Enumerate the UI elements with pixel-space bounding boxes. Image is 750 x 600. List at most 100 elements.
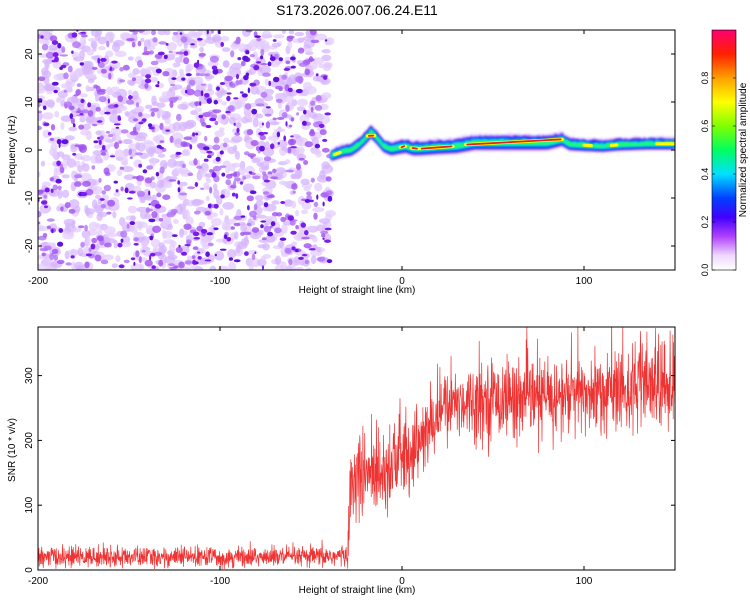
noise-spot bbox=[269, 56, 276, 62]
noise-blob bbox=[50, 35, 58, 42]
noise-blob bbox=[174, 96, 179, 100]
noise-blob bbox=[169, 135, 174, 143]
noise-blob bbox=[300, 178, 310, 185]
noise-blob bbox=[291, 99, 298, 107]
noise-spot bbox=[96, 120, 103, 123]
noise-blob bbox=[45, 51, 55, 59]
noise-blob bbox=[318, 218, 331, 224]
noise-spot bbox=[175, 151, 182, 155]
noise-blob bbox=[179, 72, 185, 78]
noise-blob bbox=[118, 140, 123, 144]
noise-blob bbox=[137, 40, 142, 47]
noise-blob bbox=[173, 167, 183, 175]
noise-blob bbox=[138, 256, 142, 264]
noise-blob bbox=[113, 191, 121, 197]
noise-blob bbox=[113, 240, 119, 249]
noise-spot bbox=[226, 92, 232, 95]
noise-blob bbox=[203, 182, 210, 189]
noise-blob bbox=[151, 211, 158, 219]
noise-spot bbox=[251, 108, 258, 115]
noise-spot bbox=[97, 137, 100, 140]
noise-spot bbox=[129, 221, 135, 226]
noise-blob bbox=[59, 163, 64, 172]
noise-blob bbox=[243, 231, 252, 236]
noise-spot bbox=[263, 179, 270, 183]
noise-blob bbox=[309, 111, 318, 119]
noise-blob bbox=[103, 226, 116, 235]
noise-blob bbox=[172, 139, 183, 145]
top-x-axis-label: Height of straight line (km) bbox=[299, 285, 416, 296]
noise-spot bbox=[171, 234, 178, 238]
noise-spot bbox=[245, 50, 250, 55]
noise-spot bbox=[219, 150, 224, 155]
noise-blob bbox=[265, 121, 271, 129]
noise-blob bbox=[130, 215, 136, 222]
noise-spot bbox=[192, 231, 200, 237]
noise-blob bbox=[294, 266, 304, 270]
noise-blob bbox=[102, 254, 114, 261]
noise-spot bbox=[207, 203, 212, 209]
noise-blob bbox=[74, 174, 83, 179]
noise-blob bbox=[264, 113, 272, 117]
noise-blob bbox=[204, 210, 211, 216]
noise-blob bbox=[167, 158, 177, 168]
noise-spot bbox=[93, 140, 99, 144]
noise-blob bbox=[219, 165, 227, 168]
noise-spot bbox=[117, 242, 123, 248]
noise-spot bbox=[267, 231, 274, 237]
noise-blob bbox=[90, 30, 103, 37]
noise-blob bbox=[262, 72, 271, 77]
noise-blob bbox=[259, 134, 266, 141]
noise-blob bbox=[238, 79, 243, 85]
noise-blob bbox=[271, 42, 281, 48]
noise-blob bbox=[228, 261, 237, 270]
noise-spot bbox=[206, 30, 209, 35]
noise-spot bbox=[242, 55, 249, 62]
noise-blob bbox=[296, 106, 306, 112]
noise-blob bbox=[306, 191, 312, 196]
snr-series-line bbox=[38, 327, 675, 570]
noise-blob bbox=[64, 202, 71, 209]
noise-spot bbox=[278, 57, 283, 62]
noise-blob bbox=[134, 105, 145, 113]
ridge-core-peak bbox=[400, 145, 406, 149]
noise-blob bbox=[173, 210, 177, 216]
noise-blob bbox=[207, 215, 214, 220]
noise-spot bbox=[38, 98, 43, 103]
noise-blob bbox=[240, 231, 245, 236]
noise-spot bbox=[219, 248, 227, 251]
noise-spot bbox=[51, 228, 54, 234]
noise-blob bbox=[144, 213, 152, 220]
noise-blob bbox=[132, 118, 139, 122]
noise-blob bbox=[147, 147, 155, 158]
noise-spot bbox=[163, 54, 168, 60]
noise-spot bbox=[184, 244, 191, 246]
noise-spot bbox=[185, 73, 192, 77]
x-tick-label: 0 bbox=[399, 576, 405, 587]
noise-blob bbox=[294, 169, 303, 179]
noise-spot bbox=[181, 77, 186, 81]
noise-blob bbox=[222, 160, 231, 167]
noise-blob bbox=[321, 77, 331, 85]
noise-blob bbox=[209, 265, 217, 270]
noise-spot bbox=[149, 252, 156, 257]
noise-spot bbox=[287, 215, 294, 221]
noise-spot bbox=[249, 190, 257, 195]
noise-blob bbox=[152, 136, 160, 142]
noise-blob bbox=[256, 162, 265, 167]
noise-blob bbox=[85, 188, 94, 196]
noise-spot bbox=[177, 187, 181, 193]
noise-blob bbox=[231, 62, 243, 70]
noise-blob bbox=[38, 76, 46, 82]
colorbar-tick-label: 0.0 bbox=[700, 264, 710, 277]
noise-blob bbox=[179, 53, 184, 59]
noise-blob bbox=[264, 141, 270, 150]
noise-blob bbox=[97, 46, 106, 51]
noise-spot bbox=[195, 132, 199, 136]
noise-blob bbox=[159, 122, 164, 131]
noise-spot bbox=[244, 251, 249, 256]
noise-blob bbox=[146, 45, 156, 51]
noise-blob bbox=[200, 187, 205, 190]
ridge-core-peak bbox=[411, 147, 418, 150]
noise-blob bbox=[266, 195, 275, 199]
